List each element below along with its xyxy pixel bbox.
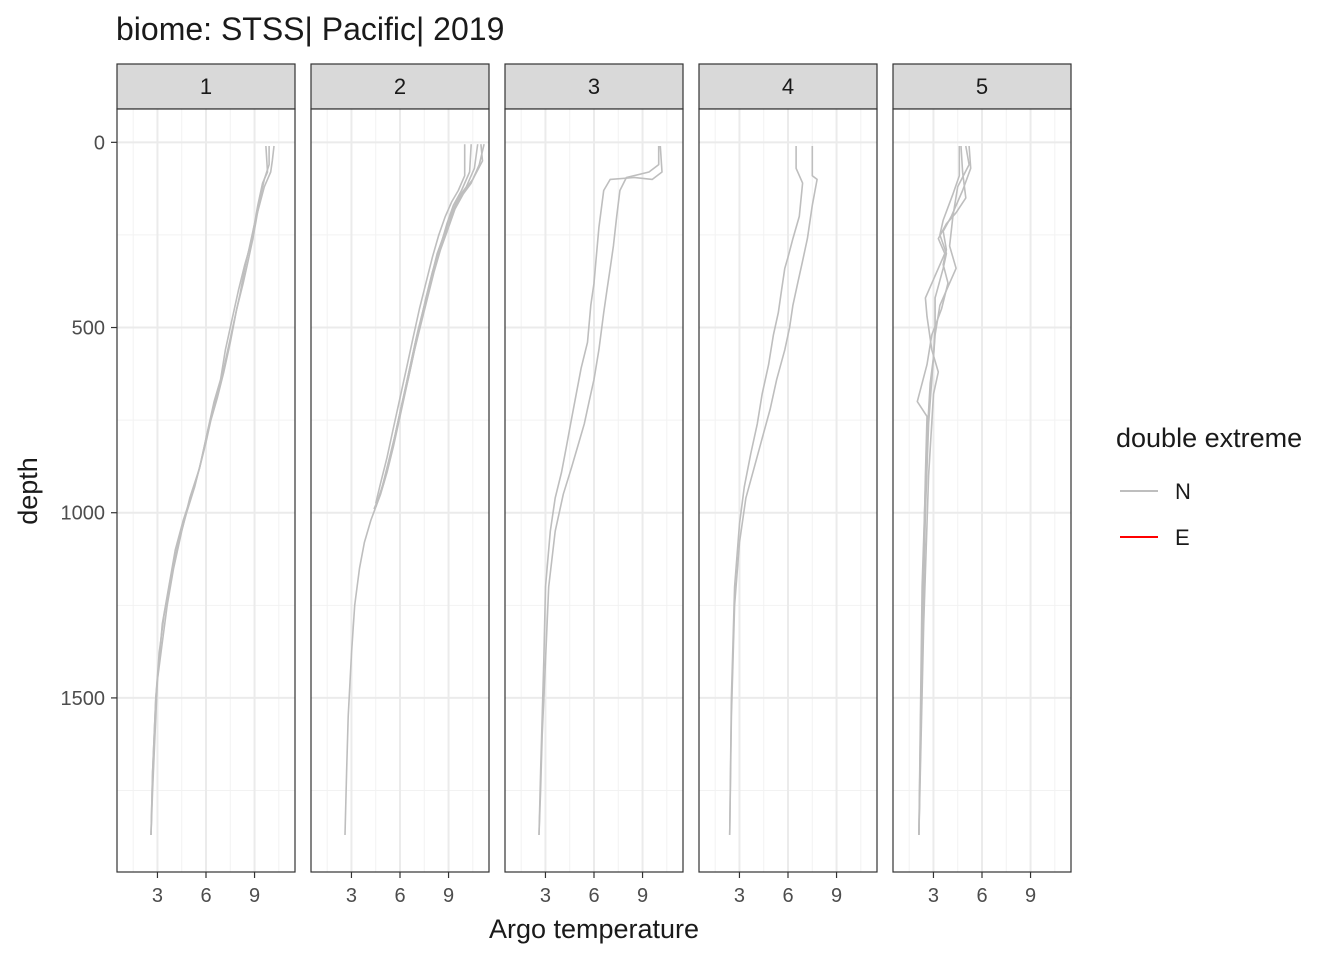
panels: 1 3 6 9 2 3 6 9 3 3 6 9 4 3 6 9 5 3 6 9 [116, 63, 1072, 907]
profile-line [373, 144, 484, 510]
chart-title: biome: STSS| Pacific| 2019 [116, 11, 504, 47]
x-tick-label: 9 [1025, 885, 1036, 907]
x-tick-label: 3 [346, 885, 357, 907]
y-tick-label: 1000 [61, 503, 106, 525]
profile-line [918, 145, 967, 836]
y-tick-label: 1500 [61, 688, 106, 710]
facet-strip-label: 5 [976, 74, 988, 99]
facet-panel-1: 1 3 6 9 [116, 63, 296, 907]
legend: double extreme NE [1116, 423, 1302, 550]
facet-strip-label: 2 [394, 74, 406, 99]
x-tick-label: 6 [588, 885, 599, 907]
x-tick-label: 9 [443, 885, 454, 907]
facet-strip [310, 63, 490, 110]
facet-strip [892, 63, 1072, 110]
x-tick-label: 6 [200, 885, 211, 907]
facet-strip [504, 63, 684, 110]
x-tick-label: 6 [976, 885, 987, 907]
y-tick-label: 0 [94, 132, 105, 154]
x-tick-label: 3 [734, 885, 745, 907]
profile-line [538, 145, 663, 836]
x-tick-label: 9 [637, 885, 648, 907]
legend-label-E: E [1175, 525, 1190, 550]
profile-line [918, 145, 970, 836]
legend-title: double extreme [1116, 423, 1302, 453]
facet-strip-label: 3 [588, 74, 600, 99]
x-tick-label: 3 [152, 885, 163, 907]
x-tick-label: 3 [540, 885, 551, 907]
facet-panel-4: 4 3 6 9 [698, 63, 878, 907]
facet-strip-label: 4 [782, 74, 794, 99]
y-axis: 0 500 1000 1500 [61, 132, 117, 710]
facet-panel-5: 5 3 6 9 [892, 63, 1072, 907]
facet-strip [698, 63, 878, 110]
x-tick-label: 9 [249, 885, 260, 907]
x-axis-title: Argo temperature [489, 914, 699, 944]
profile-line [150, 145, 269, 836]
profile-line [728, 146, 804, 836]
y-axis-title: depth [13, 457, 43, 525]
x-tick-label: 6 [782, 885, 793, 907]
facet-strip-label: 1 [200, 74, 212, 99]
profile-line [538, 146, 660, 836]
x-tick-label: 9 [831, 885, 842, 907]
profile-line [918, 146, 961, 836]
x-tick-label: 6 [394, 885, 405, 907]
profile-line [728, 146, 818, 836]
y-tick-label: 500 [72, 318, 105, 340]
facet-strip [116, 63, 296, 110]
legend-label-N: N [1175, 479, 1191, 504]
x-tick-label: 3 [928, 885, 939, 907]
profile-line [374, 144, 466, 504]
facet-panel-3: 3 3 6 9 [504, 63, 684, 907]
facet-panel-2: 2 3 6 9 [310, 63, 490, 907]
